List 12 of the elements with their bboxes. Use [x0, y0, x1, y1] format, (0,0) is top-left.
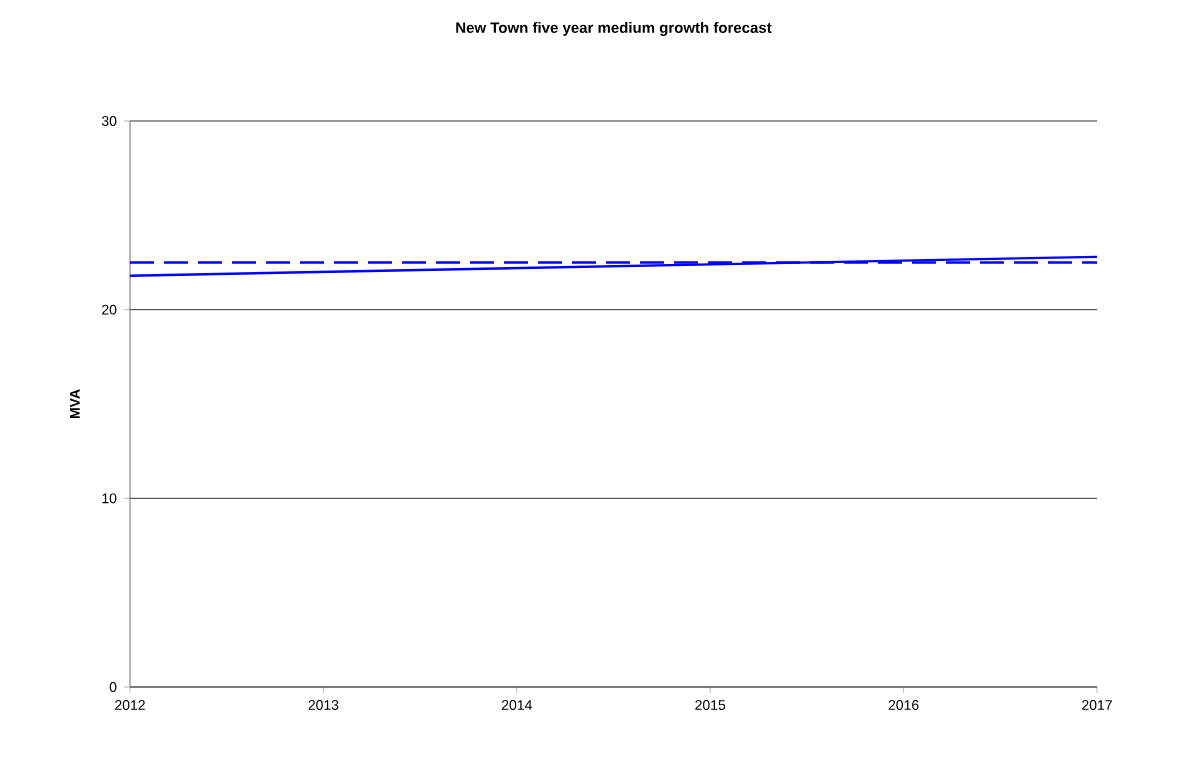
chart-title: New Town five year medium growth forecast	[456, 21, 772, 36]
x-tick-label: 2013	[308, 700, 339, 710]
x-tick-label: 2017	[1082, 700, 1112, 710]
x-tick-label: 2014	[501, 700, 532, 710]
x-tick-label: 2015	[695, 700, 726, 710]
y-tick-label: 30	[101, 116, 117, 126]
y-tick-label: 10	[102, 493, 117, 504]
x-tick-label: 2016	[888, 700, 919, 710]
y-tick-label: 0	[109, 682, 117, 692]
x-tick-label: 2012	[115, 700, 145, 710]
y-axis-title: MVA	[70, 389, 80, 419]
y-tick-label: 20	[102, 304, 117, 315]
